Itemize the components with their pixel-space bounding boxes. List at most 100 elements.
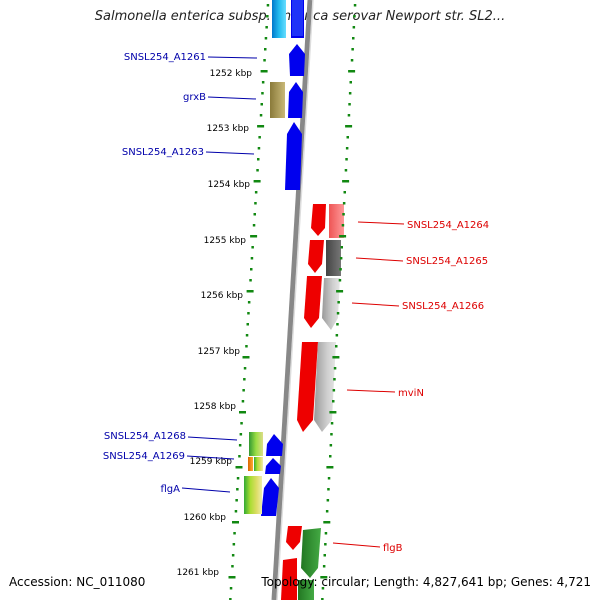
- gene-feature-forward[interactable]: [288, 82, 303, 118]
- tick-mark: [239, 411, 246, 414]
- gene-label[interactable]: SNSL254_A1265: [406, 256, 488, 267]
- tick-mark: [336, 290, 344, 293]
- tick-mark: [347, 114, 351, 117]
- tick-mark: [233, 532, 236, 535]
- tick-mark: [257, 147, 261, 150]
- tick-mark: [333, 367, 337, 370]
- tick-mark: [232, 543, 236, 546]
- tick-mark: [329, 411, 337, 414]
- tick-mark: [351, 48, 354, 51]
- tick-mark: [325, 510, 329, 513]
- tick-mark: [339, 268, 342, 271]
- tick-mark: [322, 565, 326, 568]
- gene-label[interactable]: mviN: [398, 388, 424, 399]
- gene-label[interactable]: SNSL254_A1264: [407, 220, 489, 231]
- tick-mark: [338, 279, 342, 282]
- tick-mark: [266, 15, 269, 18]
- tick-mark: [243, 378, 246, 381]
- tick-mark: [321, 598, 324, 600]
- tick-mark: [261, 92, 264, 95]
- tick-mark: [344, 169, 348, 172]
- gene-label[interactable]: SNSL254_A1269: [103, 451, 185, 462]
- tick-mark: [242, 356, 250, 359]
- tick-mark: [231, 565, 234, 568]
- genome-backbone: [271, 0, 313, 600]
- gene-feature-reverse[interactable]: [308, 240, 324, 273]
- tick-mark: [260, 70, 268, 73]
- tick-mark: [238, 455, 241, 458]
- tick-mark: [342, 202, 346, 205]
- forward-gene-track: [261, 0, 305, 516]
- gene-label[interactable]: SNSL254_A1261: [124, 52, 206, 63]
- gene-feature-forward[interactable]: [289, 44, 305, 76]
- tick-mark: [246, 323, 249, 326]
- tick-mark: [260, 103, 263, 106]
- gene-label[interactable]: SNSL254_A1263: [122, 147, 204, 158]
- tick-mark: [243, 367, 247, 370]
- tick-mark: [341, 224, 345, 227]
- scale-label: 1252 kbp: [210, 69, 253, 79]
- gene-feature-forward[interactable]: [261, 478, 279, 516]
- tick-mark: [251, 246, 254, 249]
- gene-label[interactable]: SNSL254_A1266: [402, 301, 484, 312]
- tick-mark: [327, 488, 330, 491]
- gene-feature-reverse[interactable]: [304, 276, 322, 328]
- tick-mark: [257, 125, 265, 128]
- tick-mark: [264, 37, 268, 40]
- tick-mark: [250, 235, 258, 238]
- tick-mark: [336, 312, 340, 315]
- gene-feature-forward[interactable]: [285, 122, 302, 190]
- analysis-track-right: [298, 204, 344, 600]
- gene-feature-shaded[interactable]: [248, 457, 253, 471]
- gene-feature-reverse[interactable]: [281, 558, 297, 600]
- gene-feature-reverse[interactable]: [286, 526, 302, 550]
- tick-mark: [327, 477, 331, 480]
- tick-mark: [266, 4, 270, 7]
- gene-feature-shaded[interactable]: [244, 476, 262, 514]
- tick-mark: [330, 433, 333, 436]
- gene-label[interactable]: flgB: [383, 543, 403, 554]
- gene-label[interactable]: SNSL254_A1268: [104, 431, 186, 442]
- tick-mark: [232, 521, 239, 524]
- gene-feature-forward[interactable]: [266, 434, 283, 456]
- tick-mark: [345, 125, 353, 128]
- gene-feature-shaded[interactable]: [329, 204, 344, 238]
- scale-label: 1256 kbp: [201, 291, 244, 301]
- tick-mark: [345, 147, 349, 150]
- gene-feature-shaded[interactable]: [326, 240, 341, 276]
- gene-feature-shaded[interactable]: [249, 432, 263, 456]
- gene-feature-shaded[interactable]: [314, 342, 336, 432]
- gene-feature-shaded[interactable]: [254, 457, 263, 471]
- scale-label: 1257 kbp: [198, 347, 241, 357]
- gene-feature-shaded[interactable]: [301, 528, 321, 578]
- scale-label: 1259 kbp: [190, 457, 233, 467]
- tick-mark: [265, 26, 268, 29]
- genome-backbone-highlight: [276, 0, 314, 600]
- tick-mark: [228, 576, 236, 579]
- scale-label: 1254 kbp: [208, 180, 251, 190]
- tick-mark: [252, 224, 256, 227]
- tick-mark: [336, 323, 339, 326]
- tick-mark: [254, 202, 257, 205]
- gene-feature-shaded[interactable]: [322, 278, 340, 330]
- gene-feature-shaded[interactable]: [298, 580, 314, 600]
- tick-mark: [342, 180, 350, 183]
- gene-feature-shaded[interactable]: [272, 0, 286, 38]
- tick-mark: [340, 246, 343, 249]
- tick-mark: [235, 499, 238, 502]
- tick-mark: [324, 543, 327, 546]
- gene-label[interactable]: flgA: [161, 484, 181, 495]
- gene-label[interactable]: grxB: [183, 92, 206, 103]
- tick-mark: [350, 59, 354, 62]
- gene-feature-reverse[interactable]: [311, 204, 326, 236]
- tick-mark: [329, 455, 332, 458]
- tick-mark: [323, 521, 331, 524]
- gene-feature-reverse[interactable]: [297, 342, 318, 432]
- topology-summary: Topology: circular; Length: 4,827,641 bp…: [261, 575, 591, 589]
- gene-feature-shaded[interactable]: [270, 82, 285, 118]
- tick-mark: [257, 158, 260, 161]
- gene-feature-forward[interactable]: [265, 458, 281, 474]
- tick-mark: [234, 510, 238, 513]
- gene-feature-forward[interactable]: [292, 0, 303, 36]
